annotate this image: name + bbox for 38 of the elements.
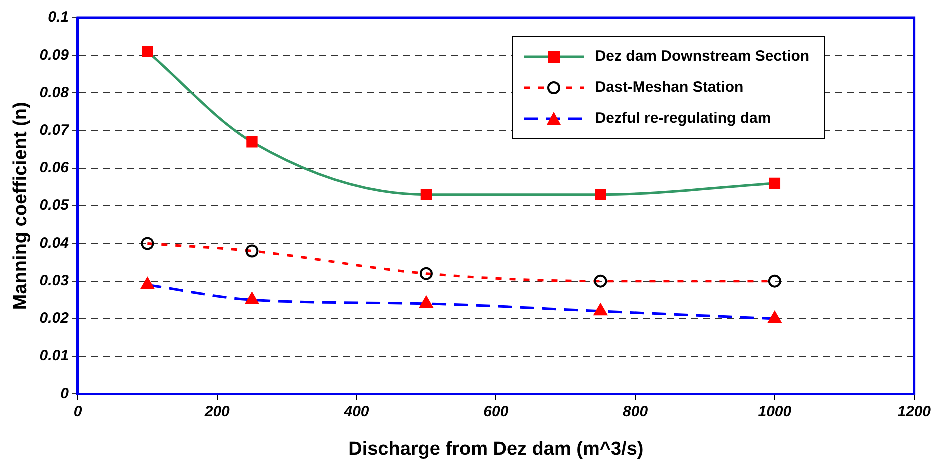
x-tick-label: 0 — [74, 403, 83, 420]
point — [141, 237, 154, 250]
y-tick-label: 0.08 — [40, 84, 70, 102]
point — [142, 46, 154, 58]
point — [420, 189, 432, 200]
point — [594, 304, 608, 316]
x-axis-title: Discharge from Dez dam (m^3/s) — [348, 438, 644, 460]
point — [246, 244, 259, 258]
point — [594, 274, 608, 288]
y-tick-label: 0.03 — [40, 272, 70, 290]
point — [420, 296, 434, 308]
y-tick-label: 0.01 — [40, 348, 69, 365]
x-tick-label: 1200 — [898, 403, 932, 420]
point — [768, 311, 782, 324]
y-tick-label: 0.09 — [40, 46, 70, 64]
x-tick-label: 200 — [204, 403, 231, 420]
legend-label: Dez dam Downstream Section — [595, 48, 810, 65]
point — [246, 292, 259, 304]
point — [246, 136, 258, 148]
y-tick-label: 0 — [60, 385, 70, 402]
y-tick-label: 0.06 — [40, 160, 70, 177]
y-tick-label: 0.07 — [40, 122, 70, 139]
x-tick-label: 600 — [484, 403, 510, 420]
y-axis-title: Manning coefficient (n) — [10, 102, 32, 310]
y-tick-label: 0.1 — [48, 9, 69, 26]
legend-label: Dezful re-regulating dam — [595, 110, 772, 127]
y-tick-label: 0.02 — [40, 310, 70, 328]
y-tick-label: 0.04 — [40, 234, 70, 252]
point — [769, 178, 781, 190]
x-tick-label: 1000 — [758, 403, 792, 420]
point — [768, 274, 782, 288]
point — [595, 189, 606, 200]
legend-label: Dast-Meshan Station — [595, 79, 744, 96]
point — [420, 267, 433, 280]
point — [141, 278, 154, 290]
x-tick-label: 800 — [623, 403, 649, 420]
x-tick-label: 400 — [343, 403, 370, 420]
y-tick-label: 0.05 — [40, 197, 70, 214]
